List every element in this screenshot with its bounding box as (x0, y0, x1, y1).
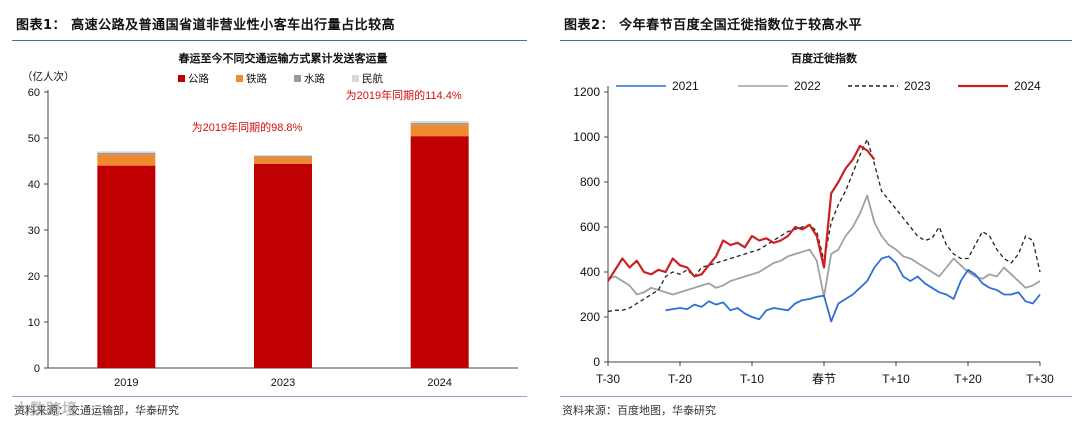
legend-label-2024: 2024 (1014, 79, 1041, 93)
y-tick-label: 800 (580, 175, 600, 189)
legend-label-铁路: 铁路 (246, 72, 267, 85)
bar-2024-民航 (410, 120, 469, 123)
y-axis-label: （亿人次） (22, 70, 75, 83)
chart-title: 春运至今不同交通运输方式累计发送客运量 (179, 51, 388, 65)
figure-2-source: 资料来源：百度地图，华泰研究 (562, 404, 716, 417)
line-chart: 百度迁徙指数 2021 2022 2023 2024 0 200 400 600 800 1000 1… (573, 51, 1054, 386)
watermark-logo: 大数跨境 (14, 400, 79, 418)
y-tick-label: 0 (593, 355, 600, 369)
legend-label-水路: 水路 (304, 72, 325, 85)
legend-swatch-民航 (352, 75, 359, 82)
chart-title: 百度迁徙指数 (791, 51, 858, 65)
bar-2019-水路 (97, 152, 156, 155)
annotation: 为2019年同期的114.4% (346, 88, 462, 102)
y-tick-label: 600 (580, 220, 600, 234)
legend-swatch-铁路 (236, 75, 243, 82)
bar-2019-民航 (97, 151, 156, 153)
y-tick-label: 1000 (573, 130, 600, 144)
bar-2023-铁路 (254, 156, 312, 164)
left-panel: 图表1： 高速公路及普通国省道非营业性小客车出行量占比较高 春运至今不同交通运输… (0, 0, 535, 428)
figure-2-title: 图表2： 今年春节百度全国迁徙指数位于较高水平 (564, 18, 863, 33)
bar-2023-水路 (254, 155, 312, 157)
x-tick-label: 2023 (271, 377, 295, 389)
legend-swatch-水路 (294, 75, 301, 82)
x-tick-label: 2019 (114, 377, 138, 389)
y-tick-label: 20 (28, 271, 40, 283)
bar-2024-铁路 (410, 124, 469, 137)
legend-label-民航: 民航 (362, 72, 383, 85)
x-tick-label: T+20 (954, 372, 982, 386)
legend-swatch-公路 (178, 75, 185, 82)
series-line-2024 (607, 144, 876, 282)
footer-divider (12, 396, 527, 397)
legend-label-公路: 公路 (188, 72, 209, 85)
bar-2019-铁路 (97, 154, 156, 166)
y-tick-label: 400 (580, 265, 600, 279)
bar-2019-公路 (97, 165, 156, 368)
y-tick-label: 1200 (573, 85, 600, 99)
bar-2024-公路 (410, 136, 469, 368)
x-tick-label: T-10 (740, 372, 764, 386)
x-tick-label: 春节 (812, 372, 836, 386)
y-tick-label: 0 (34, 363, 40, 375)
title-divider (560, 40, 1072, 41)
y-tick-label: 40 (28, 179, 40, 191)
legend-label-2022: 2022 (794, 79, 821, 93)
x-tick-label: T+30 (1026, 372, 1054, 386)
y-tick-label: 60 (28, 87, 40, 99)
stacked-bar-chart: 春运至今不同交通运输方式累计发送客运量 （亿人次） 公路 铁路 水路 民航 0 10 20 30 4… (22, 51, 518, 389)
series-line-2021 (665, 255, 1041, 323)
legend-label-2023: 2023 (904, 79, 931, 93)
bar-2024-水路 (410, 122, 469, 125)
bar-2023-民航 (254, 155, 312, 156)
y-tick-label: 50 (28, 133, 40, 145)
figure-1-source: 资料来源：交通运输部，华泰研究 (14, 404, 179, 417)
bar-2023-公路 (254, 163, 312, 368)
x-tick-label: 2024 (427, 377, 451, 389)
series-line-2023 (607, 138, 1041, 313)
figure-1-title: 图表1： 高速公路及普通国省道非营业性小客车出行量占比较高 (16, 18, 396, 33)
y-tick-label: 200 (580, 310, 600, 324)
x-tick-label: T+10 (882, 372, 910, 386)
x-tick-label: T-30 (596, 372, 620, 386)
title-divider (12, 40, 527, 41)
annotation: 为2019年同期的98.8% (192, 120, 303, 134)
footer-divider (560, 396, 1072, 397)
x-tick-label: T-20 (668, 372, 692, 386)
y-tick-label: 30 (28, 225, 40, 237)
y-tick-label: 10 (28, 317, 40, 329)
right-panel: 图表2： 今年春节百度全国迁徙指数位于较高水平 百度迁徙指数 2021 2022 20… (548, 0, 1080, 428)
legend-label-2021: 2021 (672, 79, 699, 93)
